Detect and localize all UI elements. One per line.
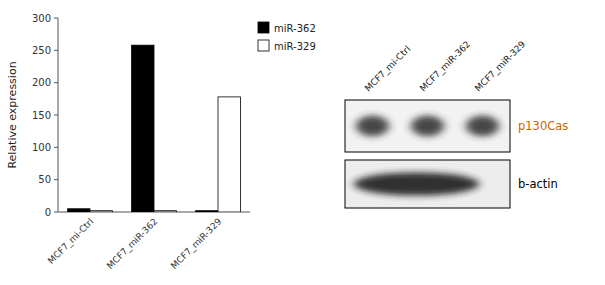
blot-band	[354, 172, 479, 195]
x-tick-label: MCF7_miR-362	[105, 216, 159, 270]
y-tick	[54, 147, 58, 148]
x-tick-label: MCF7_mi-Ctrl	[46, 216, 95, 265]
lane-label: MCF7_miR-329	[473, 39, 528, 94]
blot-band	[466, 116, 499, 137]
blot-background	[345, 100, 510, 152]
blot-row-label: b-actin	[518, 177, 558, 191]
y-tick	[54, 115, 58, 116]
blot-band	[356, 116, 389, 137]
blot-background	[345, 160, 510, 208]
legend-label: miR-362	[274, 23, 316, 34]
blot-frame	[345, 100, 510, 152]
y-tick-label: 50	[38, 174, 51, 185]
blot-band	[411, 116, 444, 137]
y-tick-label: 200	[32, 77, 51, 88]
y-tick	[54, 18, 58, 19]
blot-row	[345, 100, 510, 152]
legend-swatch	[258, 40, 269, 51]
y-tick-label: 250	[32, 45, 51, 56]
legend-swatch	[258, 22, 269, 33]
bar	[196, 211, 218, 212]
y-axis-label: Relative expression	[6, 61, 19, 168]
blot-frame	[345, 160, 510, 208]
bar	[218, 97, 240, 212]
x-tick-label: MCF7_miR-329	[169, 216, 224, 271]
y-axis	[58, 18, 59, 212]
y-tick-label: 0	[45, 207, 51, 218]
y-tick	[54, 82, 58, 83]
legend: miR-362 miR-329	[258, 22, 316, 52]
bar	[154, 211, 176, 212]
y-tick	[54, 212, 58, 213]
lane-label: MCF7_miR-362	[418, 39, 472, 93]
y-tick	[54, 179, 58, 180]
bar	[132, 45, 154, 212]
blot-row	[345, 160, 510, 208]
y-tick-label: 100	[32, 142, 51, 153]
y-tick	[54, 50, 58, 51]
y-tick-label: 300	[32, 13, 51, 24]
legend-label: miR-329	[274, 41, 316, 52]
y-tick-label: 150	[32, 110, 51, 121]
bar	[68, 209, 90, 212]
axes: 0 50 100 150 200 250 300	[32, 13, 250, 218]
figure: 0 50 100 150 200 250 300 Relative expression MCF…	[0, 0, 605, 285]
bars	[68, 45, 241, 212]
lane-label: MCF7_mi-Ctrl	[363, 44, 412, 93]
blot-row-label: p130Cas	[518, 119, 568, 133]
bar	[90, 211, 112, 212]
